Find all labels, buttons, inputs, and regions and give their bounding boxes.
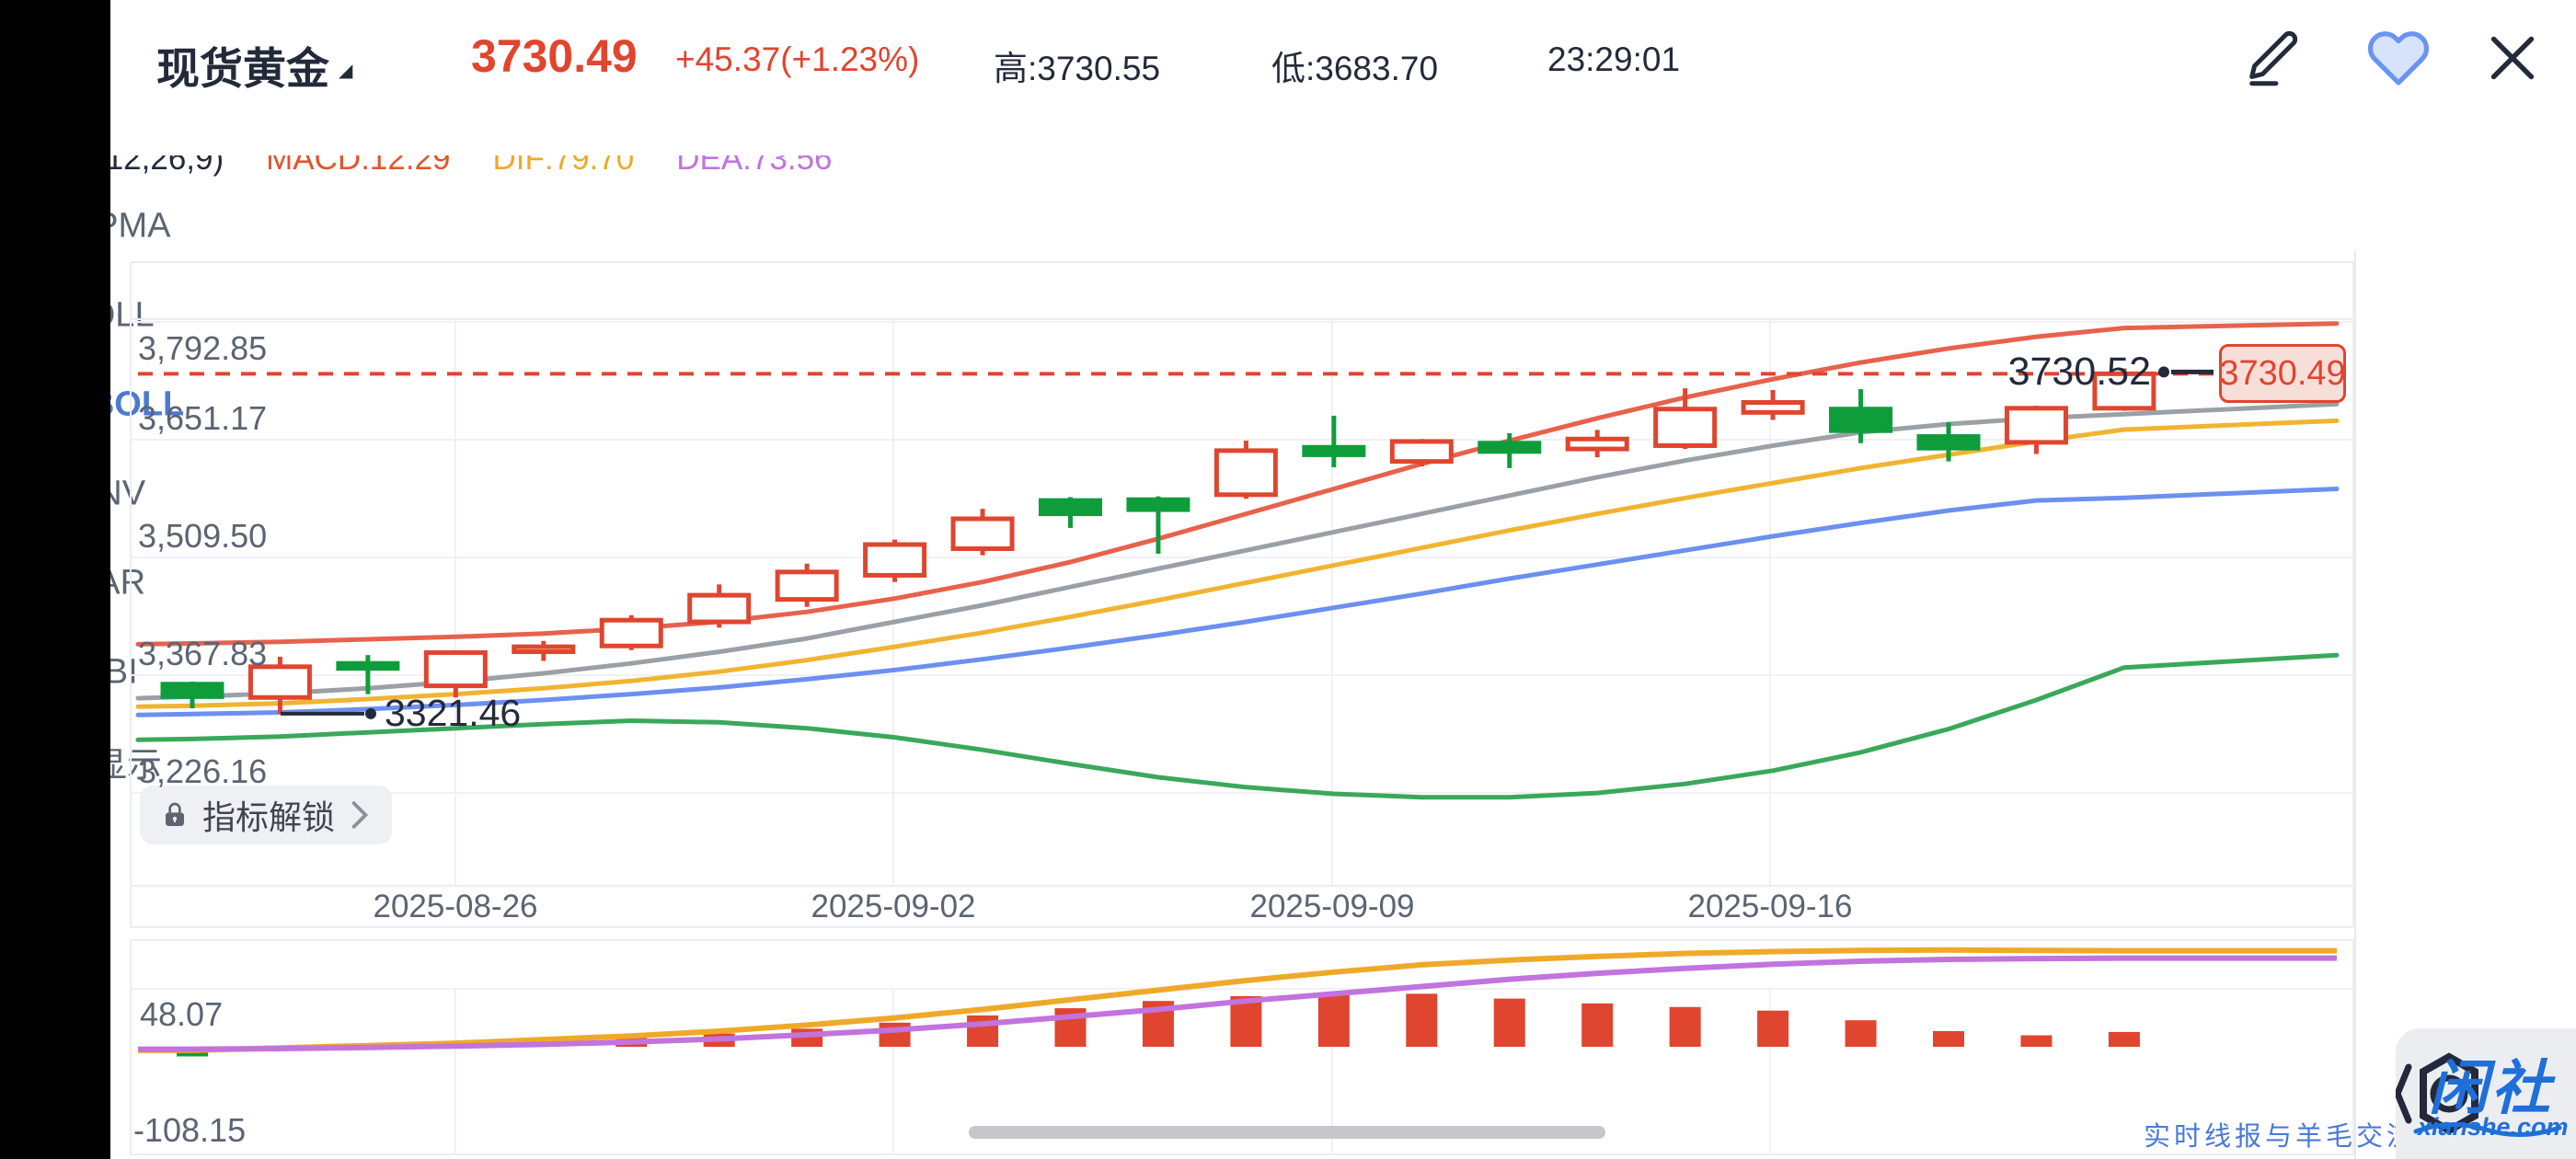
- candle-body: [1916, 434, 1981, 451]
- candle-body: [599, 617, 663, 648]
- x-axis-label: 2025-09-02: [811, 889, 976, 924]
- indicator-unlock-label: 指标解锁: [202, 798, 336, 836]
- candle-body: [1302, 444, 1366, 457]
- macd-line-dif: [138, 947, 2337, 1053]
- screen-black-edge: [0, 0, 110, 1159]
- favorite-heart-icon[interactable]: [2366, 26, 2431, 90]
- lock-icon: [160, 800, 190, 830]
- candle-body: [1653, 407, 1718, 448]
- macd-histogram-bar: [1493, 998, 1525, 1047]
- main-chart-panel-border: [130, 261, 2354, 928]
- candle-body: [160, 682, 224, 699]
- quote-time: 23:29:01: [1547, 40, 1681, 78]
- macd-line-dea: [138, 955, 2337, 1052]
- chevron-right-icon: [348, 800, 372, 830]
- macd-y-label: 48.07: [140, 995, 224, 1033]
- y-axis-label: 3,367.83: [138, 635, 268, 672]
- candle-body: [1389, 439, 1454, 465]
- last-price: 3730.49: [471, 30, 638, 82]
- candle-body: [1565, 436, 1629, 452]
- macd-histogram-bar: [1406, 993, 1438, 1047]
- logo-ring-icon: [2430, 1074, 2468, 1113]
- logo-bracket-icon: [2396, 1063, 2412, 1124]
- y-axis-label: 3,651.17: [138, 399, 268, 437]
- watermark-slogan: 实时线报与羊毛交流社区: [2144, 1122, 2413, 1152]
- edit-icon[interactable]: [2241, 26, 2306, 90]
- candle-body: [423, 649, 488, 689]
- macd-histogram-bar: [2020, 1035, 2053, 1047]
- macd-histogram-bar: [967, 1015, 999, 1047]
- candle-body: [512, 644, 576, 655]
- low-value: 低:3683.70: [1271, 50, 1439, 87]
- macd-panel-border: [130, 939, 2354, 1155]
- candle-body: [687, 592, 752, 625]
- indicator-unlock-button[interactable]: 指标解锁: [140, 786, 393, 844]
- candle-body: [775, 569, 839, 602]
- last-close-label: 3730.52: [2007, 350, 2151, 395]
- quote-header: 现货黄金 ◢ 3730.49 +45.37(+1.23%) 高:3730.55 低…: [110, 0, 2576, 155]
- macd-histogram-bar: [1845, 1020, 1877, 1047]
- logo-hexagon-icon: [2420, 1052, 2478, 1135]
- macd-y-label: -108.15: [133, 1111, 247, 1149]
- macd-histogram-bar: [1669, 1006, 1701, 1047]
- y-axis-label: 3,226.16: [138, 752, 268, 790]
- x-axis-label: 2025-09-16: [1687, 889, 1853, 924]
- candle-body: [2004, 406, 2068, 445]
- candle-body: [1829, 407, 1893, 433]
- overlay-line-MID: [135, 487, 2340, 717]
- logo-wave-icon: [2413, 1121, 2562, 1137]
- high-value: 高:3730.55: [994, 50, 1161, 87]
- x-axis-label: 2025-08-26: [373, 889, 538, 924]
- candle-body: [1213, 448, 1278, 498]
- logo-text: 闲社: [2429, 1055, 2554, 1121]
- overlay-line-LOW: [135, 652, 2340, 800]
- chart-horizontal-scrollbar[interactable]: [969, 1126, 1605, 1139]
- instrument-title: 现货黄金 ◢: [156, 44, 353, 93]
- macd-histogram-bar: [2108, 1031, 2140, 1047]
- close-marker-dot: [2158, 366, 2169, 378]
- candle-body: [1478, 441, 1542, 454]
- x-axis-label: 2025-09-09: [1249, 889, 1415, 924]
- y-axis-label: 3,509.50: [138, 517, 268, 555]
- candle-body: [1126, 497, 1190, 512]
- candle-body: [247, 664, 312, 700]
- candle-body: [336, 660, 400, 671]
- current-price-badge: 3730.49: [2219, 344, 2346, 404]
- macd-histogram-bar: [879, 1022, 911, 1047]
- low-marker-dot: [365, 707, 376, 719]
- price-change: +45.37(+1.23%): [675, 40, 920, 78]
- xianshe-logo: 闲社 xianshe.com: [2396, 1028, 2576, 1159]
- y-axis-label: 3,792.85: [138, 329, 268, 367]
- close-icon[interactable]: [2480, 26, 2545, 90]
- period-low-label: 3321.46: [385, 691, 522, 734]
- candle-body: [950, 516, 1015, 552]
- candle-body: [1039, 498, 1102, 517]
- macd-histogram-bar: [1581, 1003, 1614, 1047]
- title-corner-icon: ◢: [339, 61, 353, 81]
- macd-histogram-bar: [1757, 1010, 1789, 1047]
- macd-histogram-bar: [1317, 993, 1350, 1047]
- logo-domain: xianshe.com: [2418, 1113, 2569, 1141]
- candle-body: [863, 542, 927, 578]
- candle-body: [1741, 400, 1805, 415]
- macd-histogram-bar: [1933, 1030, 1964, 1047]
